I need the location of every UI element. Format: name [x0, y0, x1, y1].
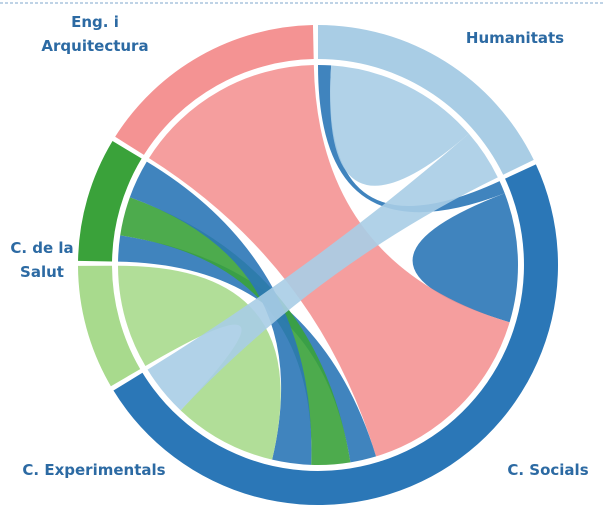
chord — [120, 197, 351, 465]
group-label: C. de la Salut — [10, 239, 74, 281]
chord — [318, 65, 505, 213]
group-label: C. Experimentals — [22, 461, 166, 479]
group-arc — [78, 265, 141, 387]
group-label: C. Socials — [507, 461, 589, 479]
group-arc — [113, 164, 559, 506]
group-label: Humanitats — [465, 29, 565, 47]
group-arc — [318, 25, 534, 175]
chord — [330, 65, 469, 186]
group-label: Eng. i Arquitectura — [41, 13, 149, 55]
chord — [147, 133, 498, 411]
group-arc — [78, 140, 142, 262]
group-arc — [115, 25, 314, 155]
chord — [412, 193, 518, 323]
